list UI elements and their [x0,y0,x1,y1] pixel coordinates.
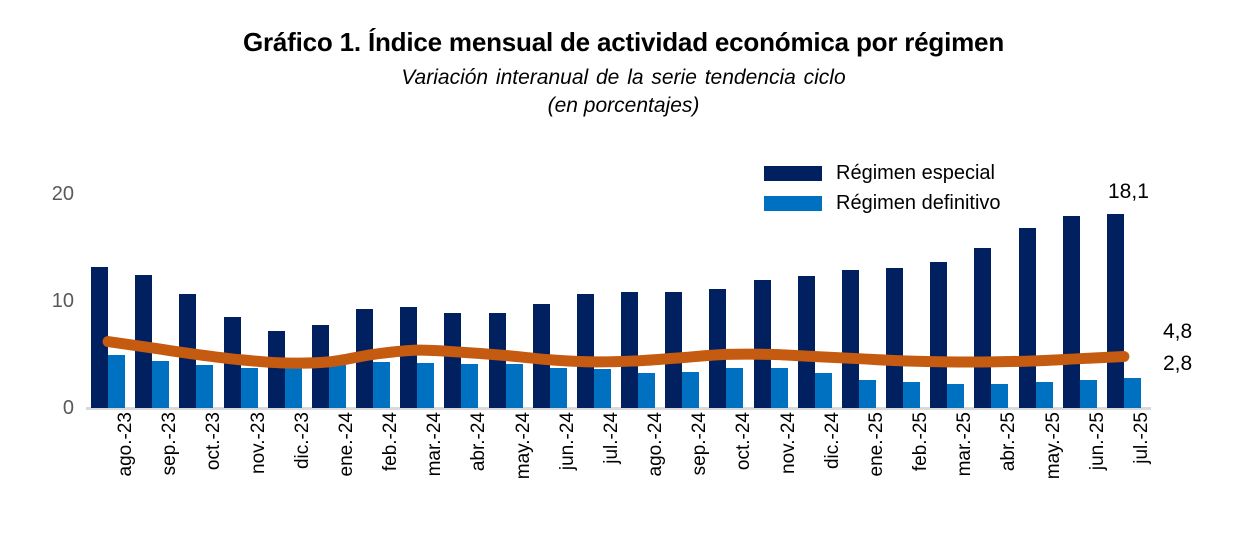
x-axis-label-sep.-23: sep.-23 [159,412,181,476]
bar-regimen-definitivo-ago.-23 [108,355,126,408]
data-label-regimen-especial: 18,1 [1108,180,1149,203]
bar-regimen-especial-sep.-24 [665,292,683,408]
bar-regimen-definitivo-jun.-25 [1079,380,1097,408]
bar-regimen-especial-nov.-24 [753,280,771,408]
legend-item-regimen-definitivo: Régimen definitivo [764,188,1001,218]
bar-regimen-especial-feb.-25 [886,267,904,408]
bar-regimen-definitivo-jul.-25 [1123,377,1141,408]
bar-regimen-definitivo-feb.-25 [903,382,921,408]
bar-regimen-especial-jul.-25 [1106,213,1124,408]
x-axis-label-mar.-25: mar.-25 [954,412,976,477]
x-axis-label-nov.-23: nov.-23 [247,412,269,474]
trend-line-path [102,336,1130,369]
bar-regimen-definitivo-abr.-25 [991,384,1009,408]
x-axis-label-sep.-24: sep.-24 [689,412,711,476]
bar-regimen-definitivo-dic.-23 [284,368,302,408]
y-axis-tick-0: 0 [62,397,74,419]
y-axis: 0 10 20 [12,0,74,550]
legend-swatch-regimen-especial [764,165,822,181]
bar-regimen-especial-dic.-23 [267,330,285,408]
x-axis-label-may.-25: may.-25 [1042,412,1064,480]
x-axis-label-jun.-25: jun.-25 [1086,412,1108,471]
chart-subtitle-units: (en porcentajes) [547,93,700,117]
bar-regimen-definitivo-mar.-25 [947,384,965,408]
bar-regimen-especial-abr.-25 [974,248,992,408]
data-label-regimen-definitivo: 2,8 [1163,352,1193,375]
bar-regimen-definitivo-mar.-24 [417,362,435,408]
legend-label-regimen-especial: Régimen especial [836,161,995,184]
bar-regimen-especial-dic.-24 [797,276,815,408]
bar-regimen-definitivo-oct.-23 [196,365,214,408]
x-axis-label-ene.-24: ene.-24 [335,412,357,477]
bar-regimen-especial-may.-25 [1018,227,1036,408]
x-axis-labels: ago.-23 sep.-23 oct.-23 nov.-23 dic.-23 ene.-… [86,412,1152,542]
x-axis-label-mar.-24: mar.-24 [424,412,446,477]
bar-regimen-definitivo-dic.-24 [814,372,832,408]
x-axis-label-abr.-24: abr.-24 [468,412,490,472]
plot-area [86,180,1146,408]
bar-regimen-especial-ago.-24 [621,292,639,408]
x-axis-line [86,407,1151,410]
bar-regimen-definitivo-jul.-24 [593,369,611,408]
bar-regimen-especial-oct.-23 [179,294,197,408]
x-axis-label-dic.-24: dic.-24 [821,412,843,470]
bar-regimen-especial-feb.-24 [356,309,374,408]
x-axis-label-oct.-23: oct.-23 [203,412,225,471]
legend-label-regimen-definitivo: Régimen definitivo [836,191,1001,214]
bar-regimen-especial-may.-24 [488,312,506,408]
x-axis-label-feb.-25: feb.-25 [910,412,932,472]
bar-regimen-definitivo-may.-25 [1035,382,1053,408]
bar-regimen-definitivo-ago.-24 [638,372,656,408]
y-axis-tick-20: 20 [51,182,74,205]
legend-swatch-regimen-definitivo [764,195,822,211]
x-axis-label-jul.-24: jul.-24 [600,412,622,464]
chart-title-block: Gráfico 1. Índice mensual de actividad e… [0,27,1247,119]
bar-regimen-especial-mar.-25 [930,262,948,408]
bar-regimen-especial-nov.-23 [223,316,241,408]
bar-regimen-especial-jul.-24 [576,294,594,408]
bar-regimen-definitivo-ene.-24 [328,365,346,408]
chart-title: Gráfico 1. Índice mensual de actividad e… [242,27,1005,57]
x-axis-label-feb.-24: feb.-24 [380,412,402,472]
x-axis-label-nov.-24: nov.-24 [777,412,799,474]
x-axis-label-may.-24: may.-24 [512,412,534,480]
legend-item-regimen-especial: Régimen especial [764,158,1001,188]
bar-regimen-definitivo-jun.-24 [549,368,567,408]
bar-regimen-definitivo-abr.-24 [461,364,479,408]
bar-regimen-especial-abr.-24 [444,312,462,408]
chart-legend: Régimen especial Régimen definitivo [764,158,1001,218]
bar-regimen-definitivo-feb.-24 [373,361,391,408]
bar-regimen-especial-ene.-24 [311,325,329,408]
x-axis-label-abr.-25: abr.-25 [998,412,1020,472]
bar-regimen-definitivo-ene.-25 [858,380,876,408]
bar-regimen-especial-jun.-24 [532,304,550,408]
bar-regimen-especial-oct.-24 [709,289,727,408]
data-label-linea-tendencia: 4,8 [1163,320,1193,343]
bar-regimen-definitivo-oct.-24 [726,368,744,408]
bar-regimen-definitivo-may.-24 [505,364,523,408]
bar-regimen-especial-jun.-25 [1062,216,1080,408]
bar-regimen-definitivo-nov.-24 [770,368,788,408]
bar-regimen-especial-mar.-24 [400,307,418,408]
x-axis-label-ago.-23: ago.-23 [115,412,137,477]
x-axis-label-ago.-24: ago.-24 [645,412,667,477]
x-axis-label-jun.-24: jun.-24 [556,412,578,471]
bar-regimen-definitivo-nov.-23 [240,368,258,408]
bar-regimen-especial-ago.-23 [91,266,109,408]
x-axis-label-ene.-25: ene.-25 [865,412,887,477]
chart-subtitle: Variación interanual de la serie tendenc… [401,65,846,89]
bar-regimen-especial-ene.-25 [841,269,859,408]
x-axis-label-jul.-25: jul.-25 [1130,412,1152,464]
bar-regimen-especial-sep.-23 [135,275,153,408]
y-axis-tick-10: 10 [51,289,74,312]
x-axis-label-oct.-24: oct.-24 [733,412,755,471]
bar-regimen-definitivo-sep.-24 [682,371,700,408]
bar-regimen-definitivo-sep.-23 [152,360,170,408]
x-axis-label-dic.-23: dic.-23 [291,412,313,470]
